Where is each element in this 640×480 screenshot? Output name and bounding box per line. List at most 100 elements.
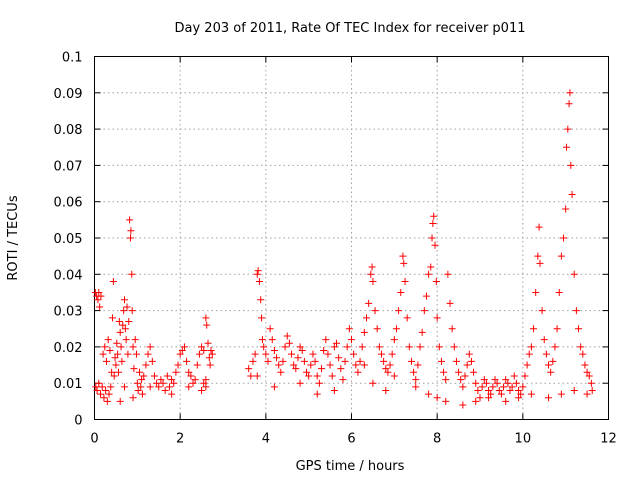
data-point <box>380 357 388 365</box>
data-point <box>202 376 210 384</box>
data-point <box>208 350 216 358</box>
data-point <box>170 379 178 387</box>
data-point <box>102 357 110 365</box>
data-point <box>568 190 576 198</box>
data-point <box>125 317 133 325</box>
data-point <box>205 354 213 362</box>
data-point <box>130 365 138 373</box>
data-point <box>368 263 376 271</box>
data-point <box>360 328 368 336</box>
data-point <box>114 368 122 376</box>
data-point <box>563 143 571 151</box>
data-point <box>150 372 158 380</box>
data-point <box>431 241 439 249</box>
data-point <box>113 339 121 347</box>
data-point <box>330 343 338 351</box>
data-point <box>105 390 113 398</box>
data-point <box>354 368 362 376</box>
data-point <box>551 343 559 351</box>
data-point <box>476 394 484 402</box>
data-point <box>298 347 306 355</box>
data-point <box>153 379 161 387</box>
data-point <box>140 372 148 380</box>
data-point <box>273 354 281 362</box>
data-point <box>553 325 561 333</box>
data-point <box>577 343 585 351</box>
data-point <box>480 376 488 384</box>
data-point <box>204 339 212 347</box>
data-point <box>135 368 143 376</box>
data-point <box>126 234 134 242</box>
data-point <box>307 361 315 369</box>
data-point <box>202 383 210 391</box>
data-point <box>148 357 156 365</box>
data-point <box>532 288 540 296</box>
data-point <box>326 361 334 369</box>
data-point <box>253 372 261 380</box>
x-axis-label: GPS time / hours <box>296 459 405 474</box>
data-point <box>126 216 134 224</box>
data-point <box>437 357 445 365</box>
data-point <box>521 372 529 380</box>
data-point <box>397 288 405 296</box>
data-point <box>382 386 390 394</box>
data-point <box>446 299 454 307</box>
data-point <box>129 343 137 351</box>
data-point <box>161 386 169 394</box>
data-point <box>472 379 480 387</box>
data-point <box>530 325 538 333</box>
data-point <box>254 267 262 275</box>
data-point <box>444 270 452 278</box>
data-point <box>262 350 270 358</box>
data-point <box>435 343 443 351</box>
data-point <box>399 252 407 260</box>
data-point <box>515 386 523 394</box>
data-point <box>324 350 332 358</box>
data-point <box>403 314 411 322</box>
data-point <box>313 372 321 380</box>
data-point <box>114 350 122 358</box>
data-point <box>506 386 514 394</box>
data-point <box>581 361 589 369</box>
data-point <box>407 357 415 365</box>
data-point <box>395 307 403 315</box>
data-point <box>432 278 440 286</box>
chart-title: Day 203 of 2011, Rate Of TEC Index for r… <box>175 21 526 36</box>
data-point <box>168 390 176 398</box>
data-point <box>257 296 265 304</box>
data-point <box>474 386 482 394</box>
data-point <box>440 368 448 376</box>
y-tick-label: 0.04 <box>54 268 83 283</box>
data-point <box>570 386 578 394</box>
data-point <box>93 386 101 394</box>
data-point <box>159 379 167 387</box>
data-point <box>258 314 266 322</box>
data-point <box>207 347 215 355</box>
data-point <box>270 383 278 391</box>
grid-lines <box>94 56 609 420</box>
data-point <box>111 354 119 362</box>
data-point <box>358 343 366 351</box>
data-point <box>356 357 364 365</box>
data-point <box>478 383 486 391</box>
data-point <box>203 321 211 329</box>
data-point <box>508 383 516 391</box>
data-point <box>515 394 523 402</box>
data-point <box>187 372 195 380</box>
x-tick-label: 8 <box>433 432 441 447</box>
data-point <box>283 332 291 340</box>
data-point <box>377 350 385 358</box>
data-point <box>185 368 193 376</box>
data-point <box>428 234 436 242</box>
x-tick-label: 4 <box>262 432 270 447</box>
data-point <box>536 259 544 267</box>
data-point <box>296 343 304 351</box>
data-point <box>335 354 343 362</box>
data-point <box>567 161 575 169</box>
data-point <box>300 357 308 365</box>
data-point <box>429 219 437 227</box>
data-point <box>425 270 433 278</box>
data-point <box>418 328 426 336</box>
data-point <box>369 379 377 387</box>
data-point <box>523 361 531 369</box>
